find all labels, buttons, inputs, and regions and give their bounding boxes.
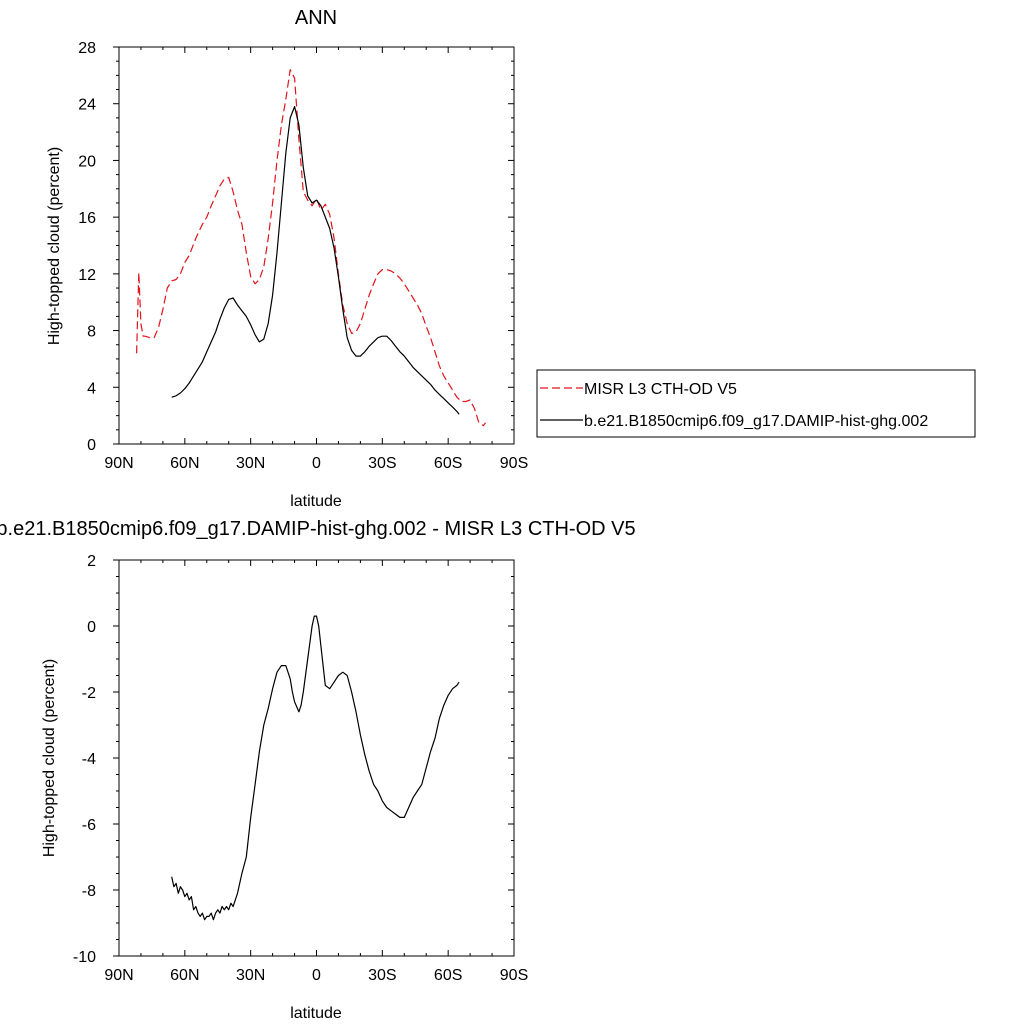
top-plot-frame (118, 46, 515, 445)
top-y-tick-label: 16 (78, 210, 96, 227)
bottom-x-tick-label: 90N (104, 967, 133, 984)
top-x-tick-label: 60N (170, 455, 199, 472)
bottom-x-tick-label: 0 (312, 967, 321, 984)
top-ticks: 90N 60N 30N 0 30S 60S 90S 0 4 8 12 16 20 24 28 (78, 40, 528, 472)
bottom-plot-frame (118, 559, 515, 957)
top-ylabel: High-topped cloud (percent) (46, 147, 63, 345)
bottom-x-tick-label: 90S (500, 967, 528, 984)
bottom-ticks: 90N 60N 30N 0 30S 60S 90S -10 -8 -6 -4 -2 0 2 (73, 553, 528, 984)
top-series-line-1 (171, 105, 460, 415)
legend: MISR L3 CTH-OD V5 b.e21.B1850cmip6.f09_g… (536, 369, 976, 438)
bottom-y-tick-label: 0 (87, 619, 96, 636)
top-y-tick-label: 4 (87, 380, 96, 397)
legend-label-misr: MISR L3 CTH-OD V5 (584, 381, 737, 398)
top-y-tick-label: 0 (87, 437, 96, 454)
top-series-line-0 (136, 69, 486, 427)
top-y-tick-label: 12 (78, 267, 96, 284)
top-xlabel: latitude (290, 493, 342, 510)
top-y-tick-label: 28 (78, 40, 96, 57)
top-x-tick-label: 90N (104, 455, 133, 472)
bottom-y-tick-label: 2 (87, 553, 96, 570)
bottom-x-tick-label: 30N (236, 967, 265, 984)
top-series (136, 69, 486, 427)
bottom-y-tick-label: -8 (82, 883, 96, 900)
bottom-x-tick-label: 60S (434, 967, 462, 984)
bottom-xlabel: latitude (290, 1005, 342, 1022)
top-y-tick-label: 20 (78, 153, 96, 170)
legend-label-model: b.e21.B1850cmip6.f09_g17.DAMIP-hist-ghg.… (584, 413, 928, 430)
top-x-tick-label: 60S (434, 455, 462, 472)
bottom-series-line-0 (171, 615, 460, 921)
top-x-tick-label: 90S (500, 455, 528, 472)
bottom-y-tick-label: -6 (82, 817, 96, 834)
bottom-ylabel: High-topped cloud (percent) (41, 659, 58, 857)
bottom-title: b.e21.B1850cmip6.f09_g17.DAMIP-hist-ghg.… (0, 518, 636, 540)
top-y-tick-label: 24 (78, 97, 96, 114)
top-x-tick-label: 0 (312, 455, 321, 472)
bottom-y-tick-label: -4 (82, 751, 96, 768)
top-panel: ANN 90N 60N 30N 0 30S 60S 90S 0 4 8 12 16 20 24 28 lat… (46, 7, 528, 510)
bottom-series (171, 615, 460, 921)
bottom-y-tick-label: -10 (73, 949, 96, 966)
top-x-tick-label: 30S (368, 455, 396, 472)
top-title: ANN (295, 7, 337, 29)
top-x-tick-label: 30N (236, 455, 265, 472)
bottom-x-tick-label: 30S (368, 967, 396, 984)
bottom-y-tick-label: -2 (82, 685, 96, 702)
legend-box (536, 369, 976, 438)
bottom-panel: b.e21.B1850cmip6.f09_g17.DAMIP-hist-ghg.… (0, 518, 636, 1022)
top-y-tick-label: 8 (87, 324, 96, 341)
bottom-x-tick-label: 60N (170, 967, 199, 984)
